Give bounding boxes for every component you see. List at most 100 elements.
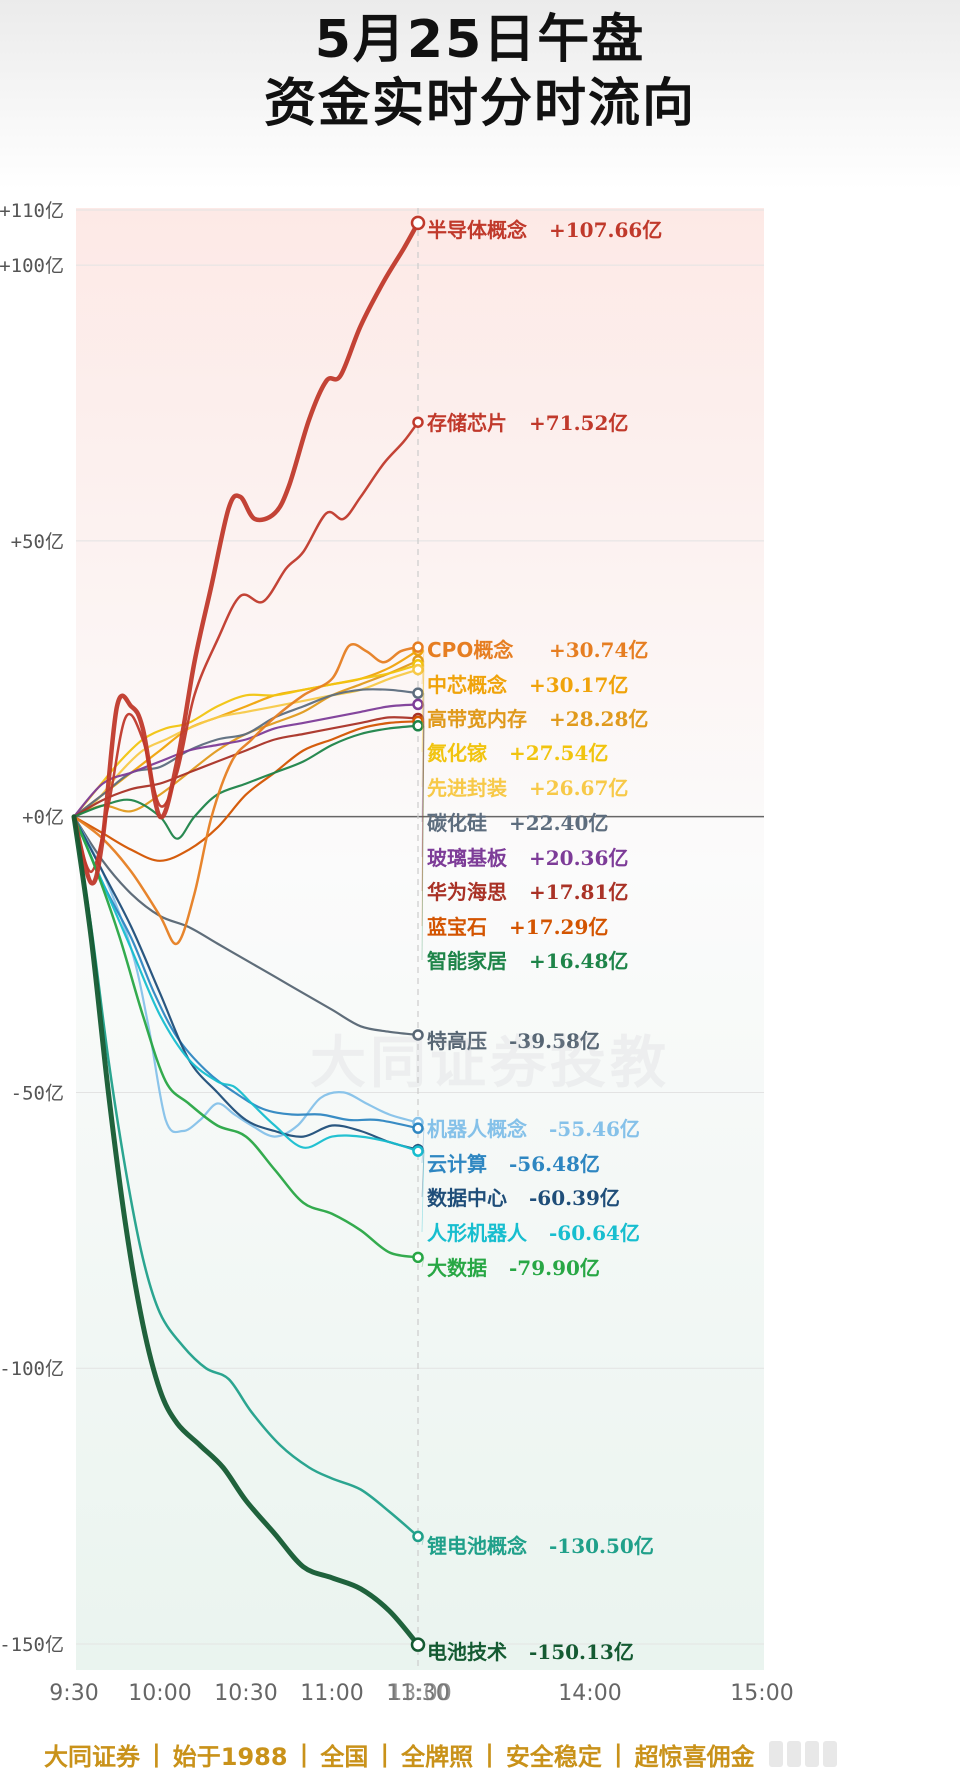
axes: +110亿 +100亿 +50亿 +0亿 -50亿 -100亿 -150亿 9:30 10:00… (0, 200, 794, 1706)
series-name-label: 玻璃基板 (427, 846, 508, 870)
chart: +110亿 +100亿 +50亿 +0亿 -50亿 -100亿 -150亿 9:30 10:00… (0, 200, 794, 1706)
label-connector (421, 1128, 425, 1164)
series-end-point (412, 416, 424, 428)
series-value-label: +30.17亿 (529, 673, 628, 697)
x-tick-label: 9:30 (49, 1681, 98, 1706)
series-name-label: 碳化硅 (427, 811, 487, 835)
series-end-point (412, 1122, 424, 1134)
series-name-label: 大数据 (427, 1256, 487, 1280)
label-connector (421, 650, 425, 685)
plot-background (76, 208, 764, 1670)
series-value-label: +16.48亿 (529, 949, 628, 973)
series-line (72, 716, 420, 818)
label-connector (421, 1644, 425, 1652)
label-connector (421, 693, 425, 823)
y-tick-label: +110亿 (0, 200, 64, 222)
series-name-label: 高带宽内存 (427, 707, 527, 731)
series-name-label: 半导体概念 (427, 218, 527, 242)
series-value-label: +28.28亿 (549, 707, 648, 731)
series-line (72, 815, 420, 1138)
x-tick-label: 10:30 (214, 1681, 277, 1706)
series-value-label: -55.46亿 (549, 1117, 640, 1141)
label-connector (421, 1151, 425, 1233)
y-tick-label: -50亿 (11, 1082, 64, 1104)
label-connector (421, 1257, 425, 1268)
footer-item-2: 始于1988 (172, 1742, 288, 1771)
series-value-label: +20.36亿 (529, 846, 628, 870)
y-tick-label: +100亿 (0, 255, 64, 277)
series-name-label: 云计算 (427, 1152, 487, 1176)
series-line (71, 220, 421, 886)
label-connector (421, 718, 425, 892)
series-line (72, 815, 420, 1153)
series-name-label: 先进封装 (427, 776, 507, 800)
series-name-label: 人形机器人 (427, 1221, 528, 1245)
series-value-label: +27.54亿 (509, 741, 608, 765)
chart-title-line-1: 5月25日午盘 (314, 10, 646, 70)
series-name-label: CPO概念 (427, 638, 513, 662)
x-tick-label: 14:00 (558, 1681, 621, 1706)
series-value-label: -60.64亿 (549, 1221, 640, 1245)
chart-title-line-2: 资金实时分时流向 (263, 74, 696, 134)
series-end-point (412, 663, 424, 676)
series-value-label: +17.29亿 (509, 915, 608, 939)
label-connector (421, 1149, 425, 1198)
series-name-label: 机器人概念 (427, 1117, 527, 1141)
footer-item-3: 全国 (320, 1742, 369, 1771)
series-name-label: 电池技术 (427, 1640, 507, 1664)
series-end-point (412, 1029, 424, 1041)
series-value-label: +71.52亿 (529, 411, 628, 435)
y-tick-label: -150亿 (0, 1634, 64, 1656)
footer-separator: | (485, 1740, 494, 1768)
x-tick-label: 10:00 (128, 1681, 191, 1706)
y-tick-label: -100亿 (0, 1358, 64, 1380)
footer-separator: | (613, 1740, 623, 1768)
watermark: 大同证券投教 (310, 1031, 670, 1096)
series-name-label: 蓝宝石 (427, 915, 487, 939)
series-end-point (412, 698, 424, 711)
series-value-label: +22.40亿 (509, 811, 608, 835)
series-name-label: 锂电池概念 (427, 1534, 527, 1558)
series-name-label: 数据中心 (427, 1186, 507, 1210)
series-value-label: -79.90亿 (509, 1256, 600, 1280)
series-value-label: +30.74亿 (549, 638, 648, 662)
series-name-label: 中芯概念 (427, 673, 507, 697)
series-line (72, 724, 420, 840)
series (71, 215, 426, 1652)
series-value-label: -39.58亿 (509, 1029, 600, 1053)
footer-logo (768, 1739, 919, 1769)
series-end-point (412, 1251, 424, 1264)
series-end-point (412, 720, 424, 732)
series-name-label: 存储芯片 (427, 411, 507, 435)
footer-item-4: 全牌照 (401, 1742, 474, 1771)
footer-item-1: 大同证券 (44, 1742, 140, 1771)
series-value-label: -56.48亿 (509, 1152, 600, 1176)
series-line (72, 663, 420, 818)
x-tick-label: 11:30 (386, 1681, 449, 1706)
title-block: 5月25日午盘 资金实时分时流向 (0, 0, 960, 190)
label-connector (421, 704, 425, 858)
series-line (72, 703, 420, 818)
series-value-label: -150.13亿 (529, 1640, 634, 1664)
footer-banner: 大同证券 | 始于1988 | 全国 | 全牌照 | 安全稳定 | 超惊喜佣金 (0, 1732, 960, 1776)
label-connector (421, 222, 425, 230)
series-end-point (410, 215, 426, 231)
footer-separator: | (152, 1740, 161, 1768)
label-connector (421, 1536, 425, 1546)
series-line (72, 642, 420, 946)
series-value-label: -60.39亿 (529, 1186, 620, 1210)
label-connector (421, 669, 425, 788)
series-line (71, 814, 421, 1648)
label-connector (421, 664, 425, 753)
footer-separator: | (380, 1740, 390, 1768)
series-line (72, 420, 420, 874)
series-line (72, 815, 420, 1259)
series-name-label: 华为海思 (427, 880, 507, 904)
x-tick-label: 15:00 (730, 1681, 793, 1706)
series-line (72, 815, 420, 1538)
label-connector (421, 660, 425, 719)
series-end-point (412, 1530, 424, 1543)
series-value-label: +17.81亿 (529, 880, 628, 904)
series-end-point (412, 687, 424, 699)
